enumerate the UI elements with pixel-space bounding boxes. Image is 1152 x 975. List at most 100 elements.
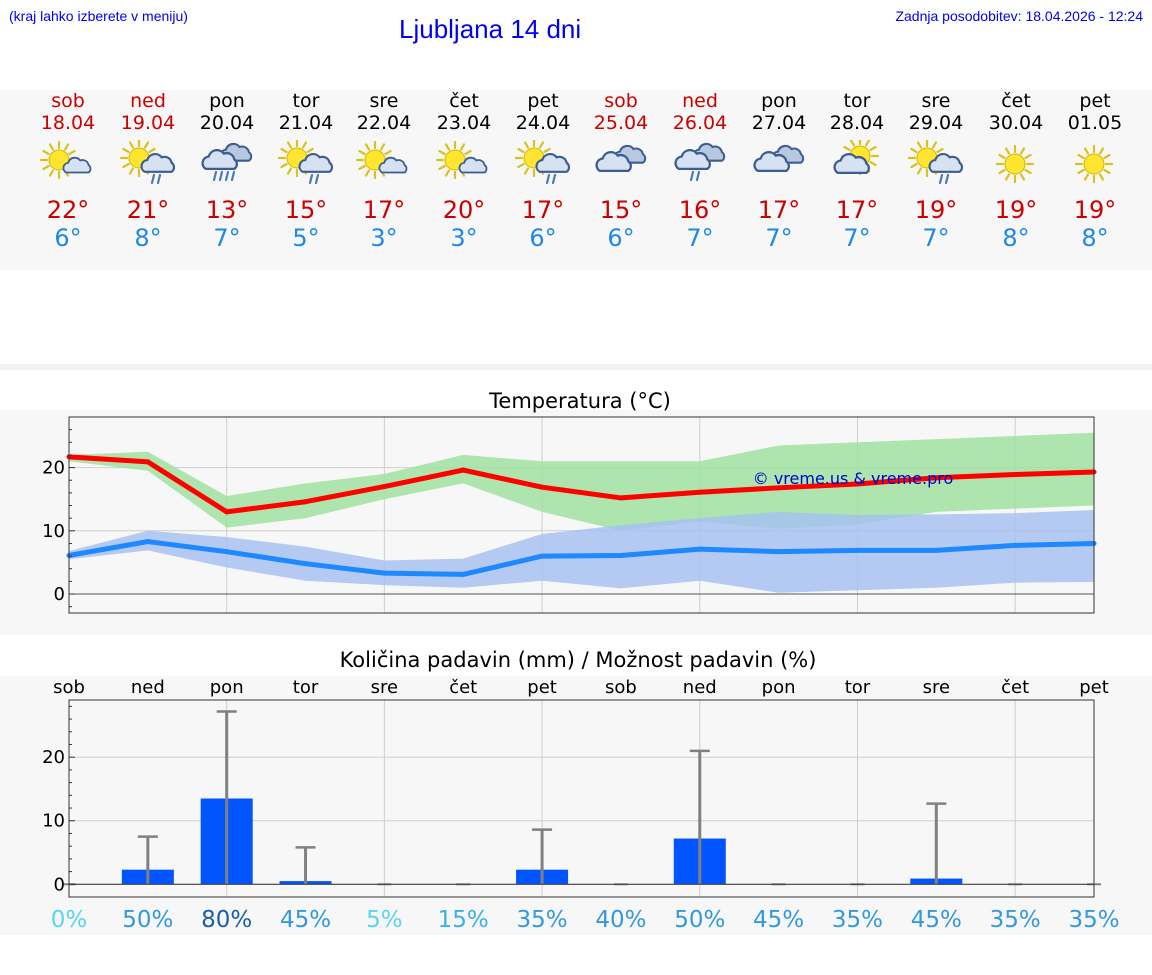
cloud-rain-icon: [660, 140, 740, 188]
plot-frame: [68, 699, 1095, 898]
forecast-date: 28.04: [829, 112, 885, 134]
forecast-max-temp: 15°: [284, 196, 328, 224]
precipitation-day-label: pon: [762, 677, 796, 698]
max-temperature-point: [618, 495, 624, 501]
forecast-min-temp: 8°: [134, 224, 162, 252]
forecast-min-temp: 6°: [54, 224, 82, 252]
forecast-day: pet 24.04 17° 6°: [503, 90, 583, 252]
forecast-min-temp: 5°: [292, 224, 320, 252]
forecast-day-name: tor: [292, 90, 320, 112]
forecast-min-temp: 7°: [765, 224, 793, 252]
forecast-max-temp: 19°: [1073, 196, 1117, 224]
forecast-band: [0, 90, 1152, 270]
max-temperature-point: [303, 499, 309, 505]
max-temperature-line: [68, 454, 1095, 515]
forecast-max-temp: 17°: [362, 196, 406, 224]
min-temperature-point: [776, 549, 782, 555]
precipitation-day-label: sre: [371, 677, 398, 698]
precipitation-day-label: čet: [1001, 677, 1029, 698]
forecast-day-name: čet: [1001, 90, 1031, 112]
forecast-max-temp: 17°: [835, 196, 879, 224]
forecast-day-name: čet: [449, 90, 479, 112]
max-temperature-point: [933, 475, 939, 481]
sun-icon: [1055, 140, 1135, 188]
precipitation-chance-label: 45%: [911, 907, 962, 933]
y-tick-label: 10: [42, 811, 65, 832]
cloudy-icon: [581, 140, 661, 188]
sun-cloud-icon: [344, 140, 424, 188]
forecast-day-name: tor: [843, 90, 871, 112]
temperature-bands: [69, 432, 1094, 593]
min-temperature-point: [854, 547, 860, 553]
forecast-max-temp: 13°: [205, 196, 249, 224]
min-temperature-point: [303, 561, 309, 567]
min-temperature-point: [618, 552, 624, 558]
forecast-date: 18.04: [40, 112, 96, 134]
forecast-day-name: sob: [51, 90, 85, 112]
forecast-day-name: pet: [1079, 90, 1111, 112]
precipitation-chance-label: 50%: [674, 907, 725, 933]
y-tick-label: 0: [54, 874, 65, 895]
forecast-day-name: pon: [761, 90, 797, 112]
precipitation-chance-label: 40%: [595, 907, 646, 933]
forecast-day: pet 01.05 19° 8°: [1055, 90, 1135, 252]
sun-cloud-rain-icon: [896, 140, 976, 188]
precipitation-chart-title: Količina padavin (mm) / Možnost padavin …: [340, 648, 817, 672]
precipitation-chance-label: 45%: [280, 907, 331, 933]
forecast-min-temp: 8°: [1002, 224, 1030, 252]
max-temperature-point: [460, 467, 466, 473]
precipitation-chance-label: 0%: [51, 907, 88, 933]
max-temperature-point: [854, 481, 860, 487]
y-tick-label: 10: [42, 521, 65, 542]
min-temperature-point: [145, 539, 151, 545]
forecast-day: sob 18.04 22° 6°: [28, 90, 108, 252]
forecast-date: 01.05: [1067, 112, 1123, 134]
max-temperature-point: [224, 509, 230, 515]
forecast-day: sre 29.04 19° 7°: [896, 90, 976, 252]
precipitation-day-label: pet: [527, 677, 557, 698]
forecast-min-temp: 8°: [1081, 224, 1109, 252]
max-temperature-point: [539, 484, 545, 490]
heavy-rain-icon: [187, 140, 267, 188]
forecast-min-temp: 6°: [607, 224, 635, 252]
precipitation-chance-labels: 0% 50% 80% 45% 5% 15% 35% 40% 50% 45% 35% 45% 35% 35%: [51, 907, 1120, 933]
forecast-day-name: pon: [209, 90, 245, 112]
forecast-max-temp: 22°: [46, 196, 90, 224]
min-temperature-line: [68, 539, 1095, 577]
forecast-date: 22.04: [356, 112, 412, 134]
precipitation-chance-label: 35%: [517, 907, 568, 933]
forecast-day-name: ned: [130, 90, 166, 112]
precipitation-chance-label: 35%: [832, 907, 883, 933]
max-temperature-point: [1012, 472, 1018, 478]
forecast-date: 21.04: [278, 112, 334, 134]
forecast-date: 19.04: [120, 112, 176, 134]
min-temperature-point: [224, 549, 230, 555]
forecast-day: čet 23.04 20° 3°: [424, 90, 504, 252]
temperature-lines: [66, 454, 1097, 577]
forecast-min-temp: 7°: [213, 224, 241, 252]
watermark-text: © vreme.us & vreme.pro: [753, 469, 954, 488]
forecast-max-temp: 17°: [521, 196, 565, 224]
forecast-max-temp: 20°: [442, 196, 486, 224]
cloudy-icon: [739, 140, 819, 188]
precipitation-day-label: tor: [845, 677, 871, 698]
max-temperature-point: [776, 485, 782, 491]
precipitation-bars: [62, 710, 1101, 886]
max-temperature-point: [697, 489, 703, 495]
precipitation-chance-label: 5%: [366, 907, 403, 933]
forecast-day-name: ned: [682, 90, 718, 112]
max-range-band: [69, 432, 1094, 531]
precipitation-day-label: pon: [210, 677, 244, 698]
choose-location-link[interactable]: (kraj lahko izberete v meniju): [9, 8, 188, 24]
forecast-min-temp: 7°: [686, 224, 714, 252]
precipitation-day-label: čet: [449, 677, 477, 698]
forecast-max-temp: 15°: [599, 196, 643, 224]
forecast-max-temp: 19°: [914, 196, 958, 224]
precipitation-chance-label: 35%: [990, 907, 1041, 933]
precipitation-day-label: ned: [683, 677, 717, 698]
min-temperature-point: [697, 546, 703, 552]
precipitation-axis: 0 10 20: [42, 699, 1095, 898]
precipitation-chart: Količina padavin (mm) / Možnost padavin …: [42, 648, 1120, 933]
precipitation-day-label: sre: [923, 677, 950, 698]
last-update-label: Zadnja posodobitev: 18.04.2026 - 12:24: [895, 8, 1143, 24]
